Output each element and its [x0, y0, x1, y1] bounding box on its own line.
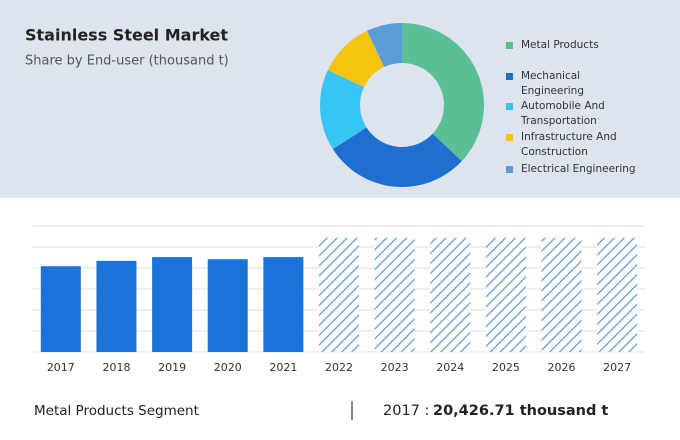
x-tick-label: 2022 [325, 361, 353, 374]
donut-segment [402, 23, 484, 162]
legend-label: Electrical Engineering [521, 163, 636, 175]
bar [374, 237, 415, 352]
donut-segment [367, 23, 402, 67]
legend-item: Mechanical Engineering [506, 69, 646, 99]
x-tick-label: 2024 [436, 361, 464, 374]
bar [319, 237, 359, 352]
donut-segment [332, 127, 462, 187]
x-tick-label: 2019 [158, 361, 186, 374]
donut-segment [327, 30, 385, 88]
bar [597, 237, 638, 352]
chart-subtitle: Share by End-user (thousand t) [25, 54, 229, 69]
legend-label: Automobile And Transportation [521, 100, 605, 127]
bar [96, 260, 137, 352]
x-tick-label: 2018 [102, 361, 130, 374]
bar [207, 259, 248, 352]
x-tick-label: 2025 [492, 361, 520, 374]
legend-swatch [506, 166, 513, 173]
legend-label: Infrastructure And Construction [521, 131, 617, 158]
legend-swatch [506, 73, 513, 80]
chart-title: Stainless Steel Market [25, 26, 228, 45]
legend-label: Metal Products [521, 39, 599, 51]
legend-swatch [506, 103, 513, 110]
legend-item: Electrical Engineering [506, 162, 646, 177]
legend-item: Metal Products [506, 38, 646, 53]
footer-value: 20,426.71 thousand t [433, 403, 608, 419]
footer-segment: Metal Products Segment [34, 403, 199, 419]
x-tick-label: 2026 [548, 361, 576, 374]
legend-item: Automobile And Transportation [506, 99, 646, 129]
legend-item: Infrastructure And Construction [506, 130, 646, 160]
bar [430, 237, 471, 352]
bar [40, 266, 81, 352]
bar [263, 257, 304, 352]
bar [541, 237, 582, 352]
legend-swatch [506, 42, 513, 49]
donut-segment [320, 70, 367, 149]
x-tick-label: 2021 [269, 361, 297, 374]
x-tick-label: 2017 [47, 361, 75, 374]
bar [152, 257, 193, 352]
legend-label: Mechanical Engineering [521, 70, 584, 97]
x-tick-label: 2020 [214, 361, 242, 374]
footer-year: 2017 : [383, 403, 429, 419]
legend-swatch [506, 134, 513, 141]
x-tick-label: 2027 [603, 361, 631, 374]
bar [485, 237, 526, 352]
x-tick-label: 2023 [381, 361, 409, 374]
